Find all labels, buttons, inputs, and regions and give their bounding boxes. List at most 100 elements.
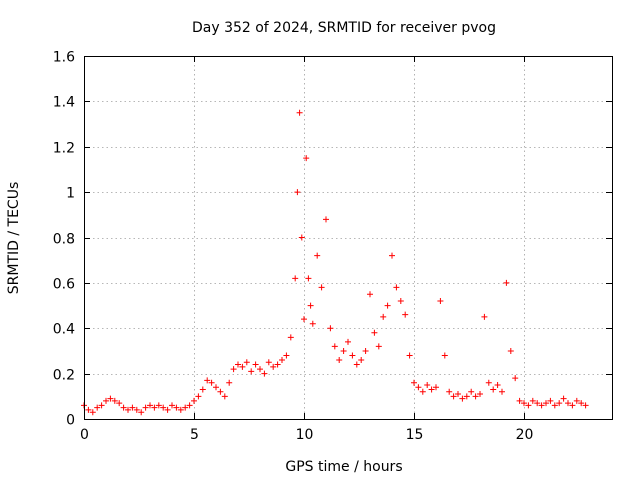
data-point [455,391,461,398]
x-tick-label: 20 [516,427,534,443]
data-point [318,284,325,291]
data-point [547,397,554,404]
data-point [472,393,479,400]
data-point [490,386,497,393]
data-point [309,320,316,327]
data-point [208,379,215,386]
data-point [279,357,285,364]
data-point [380,313,387,320]
data-point [375,343,382,350]
data-point [125,406,131,413]
y-tick-label: 0.6 [53,277,75,293]
data-point [477,391,483,398]
data-point [292,275,299,282]
data-point [485,379,492,386]
data-point [235,361,241,368]
y-tick-label: 1.4 [53,95,75,111]
data-point [243,359,250,366]
data-point [298,234,305,241]
data-point [569,402,576,409]
data-point [534,400,541,407]
chart-title: Day 352 of 2024, SRMTID for receiver pvo… [192,20,496,36]
data-point [191,397,197,404]
data-point [512,375,519,382]
data-point [94,404,101,411]
y-tick-label: 1.6 [53,50,75,66]
data-point [129,404,136,411]
data-point [287,334,294,341]
data-point [463,393,470,400]
data-point [384,302,391,309]
data-point [371,329,378,336]
data-point [151,404,158,411]
x-tick-label: 5 [190,427,199,443]
data-point [186,402,193,409]
y-tick-label: 0.4 [53,322,75,338]
data-point [389,252,395,259]
data-point [160,404,167,411]
data-point [195,393,202,400]
data-point [89,409,96,416]
data-point [226,379,233,386]
data-point [138,409,145,416]
data-point [270,363,277,370]
data-point [494,381,501,388]
data-point [252,361,259,368]
data-point [103,397,109,404]
plot-frame [84,56,613,420]
data-point [424,381,431,388]
data-point [248,368,255,375]
data-point [169,402,175,409]
data-point [437,298,444,305]
data-point [428,386,435,393]
data-point [340,347,347,354]
axis-ticks: 0 0.2 0.4 0.6 0.8 1 1.2 1.4 1.6 0 5 10 15 20 [53,50,612,443]
x-tick-label: 0 [80,427,89,443]
data-point [415,384,422,391]
data-point [173,404,180,411]
y-tick-label: 1.2 [53,141,75,157]
data-point [411,379,417,386]
data-point [582,402,589,409]
data-point [323,216,329,223]
y-tick-label: 0.2 [53,368,75,384]
data-point [441,352,448,359]
data-point [503,279,510,286]
data-point [221,393,228,400]
data-point [499,388,505,395]
data-point [116,400,123,407]
data-point [217,388,224,395]
data-point [107,395,114,402]
data-point [85,406,92,413]
data-point [303,155,310,162]
data-point [516,397,523,404]
y-tick-label: 1 [66,186,75,202]
data-point [397,298,404,305]
data-point [393,284,400,291]
data-point [204,377,211,384]
data-point [446,388,453,395]
y-tick-label: 0.8 [53,232,75,248]
data-point [538,402,545,409]
x-tick-label: 15 [406,427,424,443]
data-point [213,384,219,391]
data-point [353,361,360,368]
data-point [296,109,303,116]
data-point [573,397,580,404]
data-point [459,395,466,402]
data-point [283,352,290,359]
data-point [120,404,127,411]
data-point [543,400,549,407]
data-point [301,316,307,323]
data-point [450,393,457,400]
grid-lines [84,56,612,419]
data-point [305,275,312,282]
data-points [81,109,589,416]
data-point [314,252,321,259]
data-point [98,402,105,409]
data-point [265,359,272,366]
data-point [177,406,184,413]
data-point [142,404,149,411]
data-point [419,388,426,395]
data-point [362,347,369,354]
